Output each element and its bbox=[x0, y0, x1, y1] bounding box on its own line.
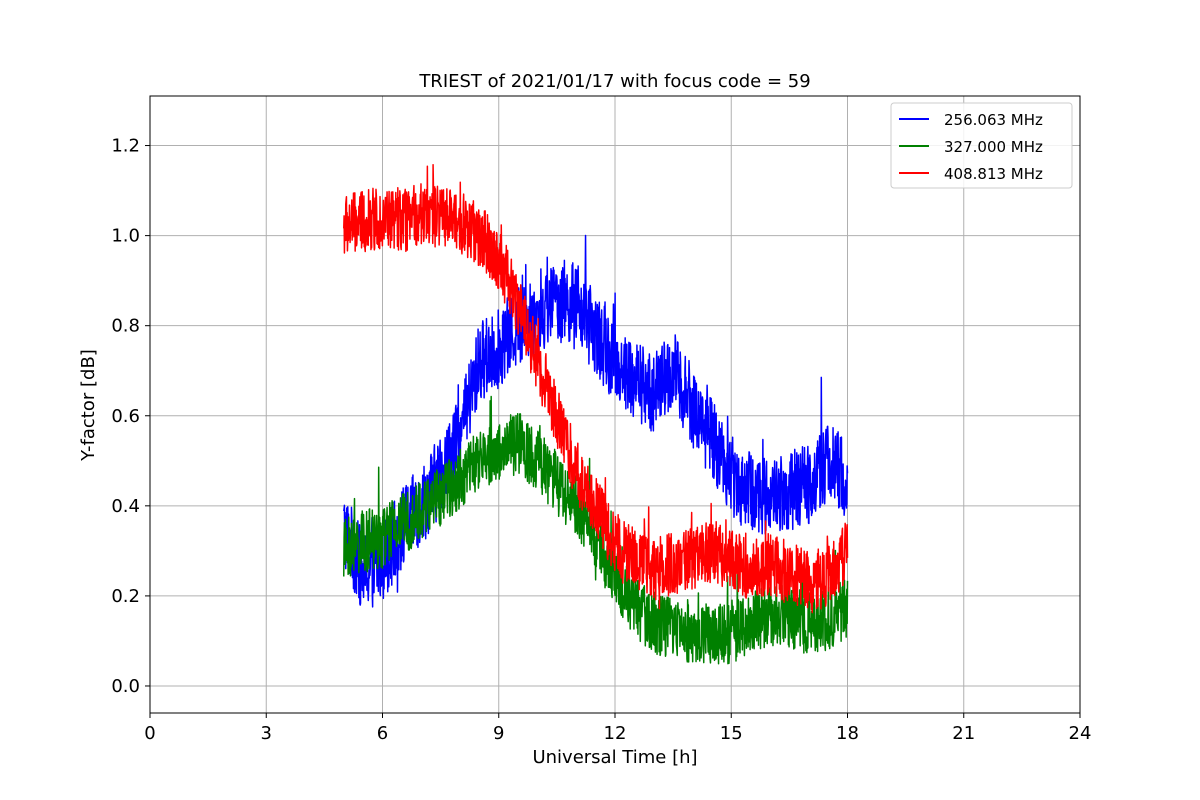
x-tick-label: 21 bbox=[952, 723, 975, 744]
chart-title: TRIEST of 2021/01/17 with focus code = 5… bbox=[418, 71, 810, 92]
y-tick-label: 1.0 bbox=[111, 226, 140, 247]
y-tick-label: 1.2 bbox=[111, 136, 140, 157]
x-tick-label: 24 bbox=[1069, 723, 1092, 744]
x-axis-label: Universal Time [h] bbox=[532, 747, 697, 768]
y-axis-label: Y-factor [dB] bbox=[78, 349, 99, 462]
x-tick-label: 6 bbox=[377, 723, 388, 744]
y-tick-label: 0.4 bbox=[111, 496, 140, 517]
y-tick-label: 0.8 bbox=[111, 316, 140, 337]
legend-label: 256.063 MHz bbox=[944, 111, 1043, 129]
series-line-2 bbox=[343, 395, 849, 665]
y-tick-label: 0.6 bbox=[111, 406, 140, 427]
legend-label: 408.813 MHz bbox=[944, 165, 1043, 183]
series-line-3 bbox=[343, 163, 849, 614]
x-tick-label: 18 bbox=[836, 723, 859, 744]
ticks: 0 3 6 9 12 15 18 21 24 0.0 0.2 0.4 0.6 0.8 1.0 1.2 bbox=[111, 136, 1091, 744]
y-tick-label: 0.0 bbox=[111, 676, 140, 697]
series-line-1 bbox=[343, 234, 849, 608]
legend-box bbox=[890, 102, 1073, 189]
legend-label: 327.000 MHz bbox=[944, 138, 1043, 156]
x-tick-label: 9 bbox=[493, 723, 504, 744]
x-tick-label: 15 bbox=[720, 723, 743, 744]
x-tick-label: 0 bbox=[144, 723, 155, 744]
legend: 256.063 MHz 327.000 MHz 408.813 MHz bbox=[890, 102, 1073, 189]
x-tick-label: 12 bbox=[604, 723, 627, 744]
y-tick-label: 0.2 bbox=[111, 586, 140, 607]
x-tick-label: 3 bbox=[261, 723, 272, 744]
series-layer bbox=[343, 163, 849, 665]
